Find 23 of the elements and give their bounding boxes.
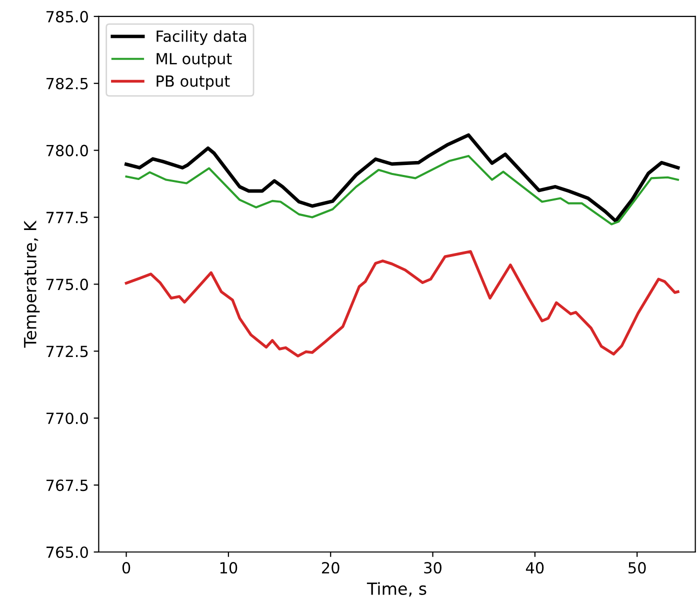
y-tick-label: 785.0	[46, 10, 88, 22]
line-series	[124, 133, 680, 223]
legend-label: ML output	[156, 53, 232, 68]
y-tick-label: 782.5	[46, 78, 88, 90]
x-tick-label: 0	[122, 562, 130, 574]
x-tick-label: 40	[526, 562, 544, 574]
y-tick-label: 775.0	[46, 278, 88, 290]
x-axis-title: Time, s	[366, 582, 426, 597]
y-tick-label: 772.5	[46, 346, 88, 358]
y-tick-label: 770.0	[46, 412, 88, 424]
y-tick-label: 780.0	[46, 144, 88, 156]
y-axis-title: Temperature, K	[24, 220, 40, 348]
legend-label: PB output	[156, 76, 230, 90]
y-tick-label: 765.0	[46, 546, 88, 558]
legend-label: Facility data	[156, 30, 246, 45]
line-series	[124, 250, 680, 358]
x-tick-label: 30	[424, 562, 442, 574]
y-tick-label: 767.5	[46, 480, 88, 492]
x-tick-label: 20	[322, 562, 340, 574]
x-tick-label: 50	[628, 562, 646, 574]
x-tick-label: 10	[220, 562, 238, 574]
y-tick-label: 777.5	[46, 212, 88, 224]
line-series	[125, 154, 680, 226]
